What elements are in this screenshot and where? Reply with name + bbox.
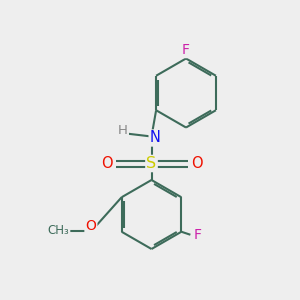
Text: F: F (194, 228, 202, 242)
Text: N: N (150, 130, 160, 146)
Text: CH₃: CH₃ (48, 224, 69, 238)
Text: O: O (191, 156, 202, 171)
Text: S: S (146, 156, 157, 171)
Text: O: O (101, 156, 112, 171)
Text: H: H (118, 124, 128, 137)
Text: F: F (182, 43, 190, 57)
Text: O: O (85, 220, 96, 233)
